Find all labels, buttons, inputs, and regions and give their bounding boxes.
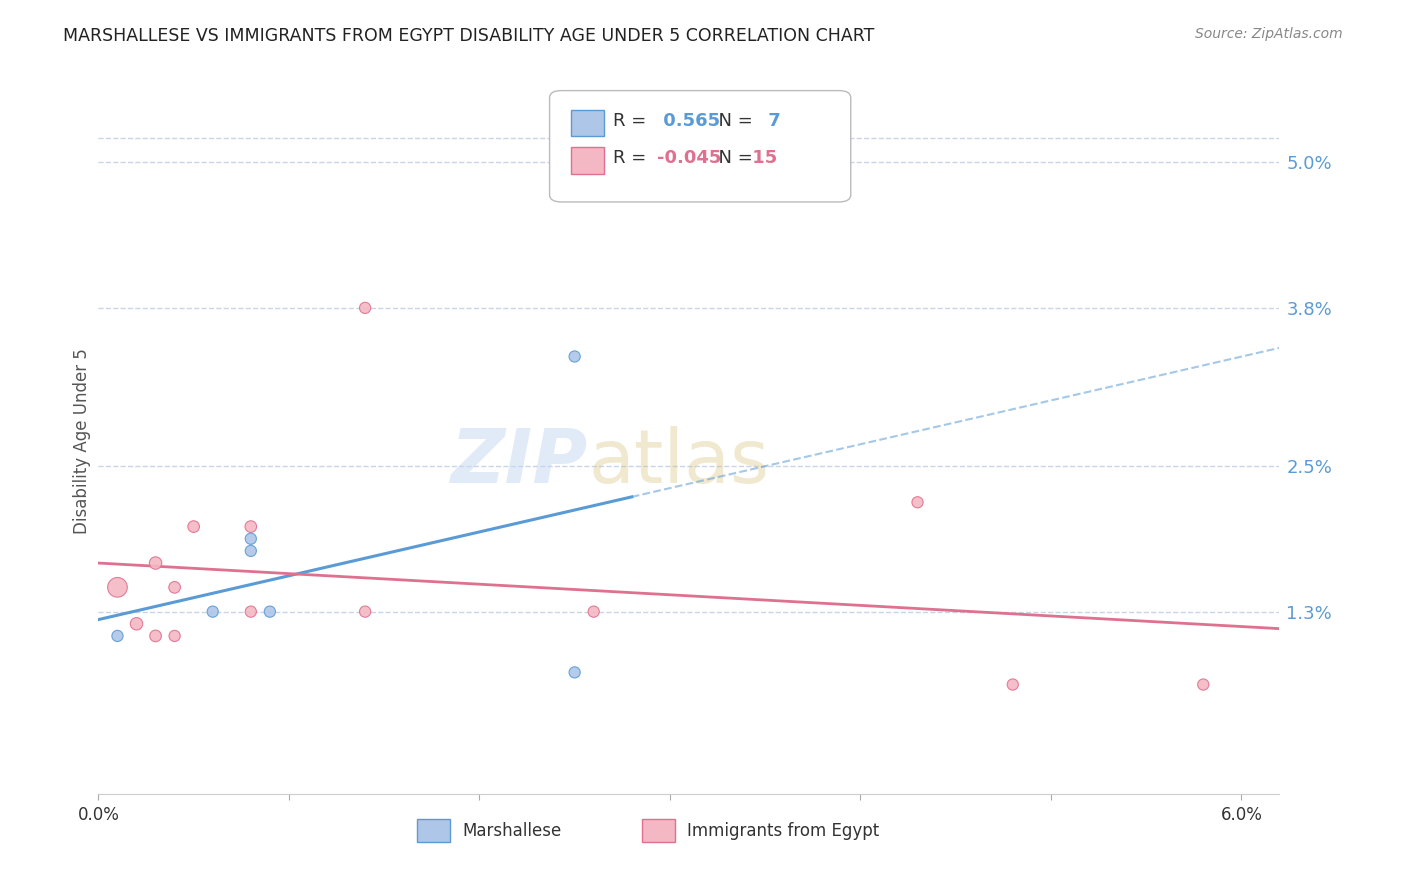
Text: 7: 7 — [762, 112, 780, 130]
Y-axis label: Disability Age Under 5: Disability Age Under 5 — [73, 349, 91, 534]
Point — [239, 605, 262, 619]
Text: Immigrants from Egypt: Immigrants from Egypt — [686, 822, 879, 839]
Bar — [571, 147, 605, 174]
Point — [1192, 677, 1215, 691]
Text: Marshallese: Marshallese — [463, 822, 561, 839]
Text: 15: 15 — [745, 149, 778, 168]
Bar — [418, 819, 450, 842]
Bar — [641, 819, 675, 842]
Text: MARSHALLESE VS IMMIGRANTS FROM EGYPT DISABILITY AGE UNDER 5 CORRELATION CHART: MARSHALLESE VS IMMIGRANTS FROM EGYPT DIS… — [63, 27, 875, 45]
Text: 0.565: 0.565 — [657, 112, 720, 130]
Point — [564, 665, 586, 680]
Text: N =: N = — [707, 112, 758, 130]
Point — [145, 556, 167, 570]
Point — [354, 605, 377, 619]
Point — [354, 301, 377, 315]
Point — [183, 519, 205, 533]
Text: ZIP: ZIP — [451, 426, 589, 500]
Text: R =: R = — [613, 149, 652, 168]
Point — [201, 605, 224, 619]
Point — [125, 616, 148, 631]
Point — [582, 605, 605, 619]
Point — [107, 629, 129, 643]
Point — [259, 605, 281, 619]
Text: Source: ZipAtlas.com: Source: ZipAtlas.com — [1195, 27, 1343, 41]
Text: -0.045: -0.045 — [657, 149, 721, 168]
Point — [239, 519, 262, 533]
Text: R =: R = — [613, 112, 652, 130]
Point — [1001, 677, 1024, 691]
Point — [564, 350, 586, 364]
Point — [239, 532, 262, 546]
Point — [163, 629, 186, 643]
Text: atlas: atlas — [589, 426, 769, 500]
Point — [907, 495, 929, 509]
Point — [239, 544, 262, 558]
Bar — [571, 110, 605, 136]
Text: N =: N = — [707, 149, 758, 168]
FancyBboxPatch shape — [550, 91, 851, 202]
Point — [163, 580, 186, 594]
Point — [107, 580, 129, 594]
Point — [145, 629, 167, 643]
